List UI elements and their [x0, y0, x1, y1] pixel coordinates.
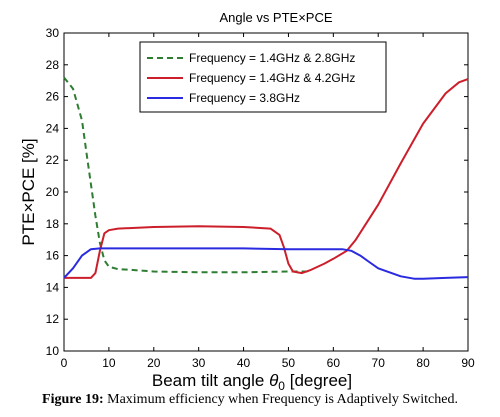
y-tick-label: 10	[46, 344, 60, 358]
figure-caption: Figure 19: Maximum efficiency when Frequ…	[0, 392, 500, 408]
series-line-2	[64, 78, 469, 279]
x-axis-label-symbol: θ	[269, 371, 279, 390]
x-axis-label-subscript: 0	[278, 379, 285, 390]
line-chart: Angle vs PTE×PCE 0 10 20 30 40 50 60 70 80 901012…	[19, 10, 475, 390]
y-axis-label: PTE×PCE [%]	[19, 138, 38, 245]
x-axis-label-unit: [degree]	[290, 371, 352, 390]
series-layer	[63, 76, 469, 280]
x-tick-label: 70	[372, 356, 386, 370]
legend-label-1: Frequency = 1.4GHz & 2.8GHz	[189, 51, 355, 65]
x-tick-label: 10	[102, 356, 116, 370]
legend: Frequency = 1.4GHz & 2.8GHz Frequency = 1…	[139, 41, 387, 113]
axis-ticks: 0 10 20 30 40 50 60 70 80 90101214161820222426283…	[46, 26, 475, 370]
chart-title: Angle vs PTE×PCE	[219, 10, 332, 25]
y-tick-label: 18	[46, 217, 60, 231]
y-tick-label: 30	[46, 26, 60, 40]
series-line-1	[63, 76, 311, 274]
x-tick-label: 0	[61, 356, 68, 370]
x-tick-label: 50	[282, 356, 296, 370]
y-tick-label: 24	[46, 121, 60, 135]
x-tick-label: 30	[192, 356, 206, 370]
legend-items: Frequency = 1.4GHz & 2.8GHz Frequency = 1…	[147, 51, 355, 105]
caption-text: Maximum efficiency when Frequency is Ada…	[107, 392, 458, 407]
y-tick-label: 12	[46, 312, 60, 326]
x-axis-label: Beam tilt angle θ0 [degree]	[152, 371, 352, 390]
series-line-3	[63, 247, 469, 280]
y-tick-label: 22	[46, 153, 60, 167]
x-tick-label: 80	[416, 356, 430, 370]
x-tick-label: 60	[327, 356, 341, 370]
x-tick-label: 20	[147, 356, 161, 370]
y-tick-label: 28	[46, 58, 60, 72]
legend-label-3: Frequency = 3.8GHz	[189, 91, 300, 105]
y-tick-label: 14	[46, 280, 60, 294]
y-tick-label: 26	[46, 90, 60, 104]
x-tick-label: 90	[461, 356, 475, 370]
x-tick-label: 40	[237, 356, 251, 370]
legend-label-2: Frequency = 1.4GHz & 4.2GHz	[189, 71, 355, 85]
y-tick-label: 16	[46, 249, 60, 263]
y-tick-label: 20	[46, 185, 60, 199]
x-axis-label-text: Beam tilt angle	[152, 371, 264, 390]
caption-label: Figure 19:	[42, 392, 104, 407]
